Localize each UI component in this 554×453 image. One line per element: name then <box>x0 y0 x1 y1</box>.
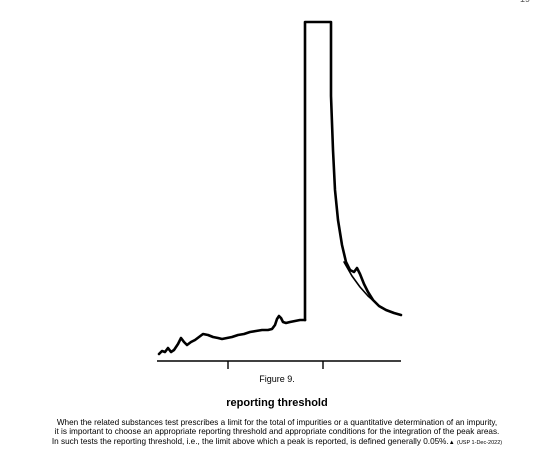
integration-line <box>343 261 377 304</box>
chromatogram-figure <box>157 20 403 369</box>
paragraph-line-3: In such tests the reporting threshold, i… <box>12 437 542 448</box>
explanatory-paragraph: When the related substances test prescri… <box>12 418 542 448</box>
main-peak-trace <box>303 20 403 322</box>
revision-triangle-icon: ▲ <box>448 439 455 446</box>
paragraph-line-1: When the related substances test prescri… <box>56 418 498 427</box>
baseline-trace <box>157 314 307 356</box>
figure-title: reporting threshold <box>226 397 328 409</box>
revision-note: (USP 1-Dec-2022) <box>456 439 503 446</box>
paragraph-line-2: it is important to choose an appropriate… <box>54 427 500 437</box>
page-number: 19 <box>520 0 530 4</box>
paragraph-line-3-text: In such tests the reporting threshold, i… <box>51 436 449 446</box>
figure-label: Figure 9. <box>259 374 295 384</box>
